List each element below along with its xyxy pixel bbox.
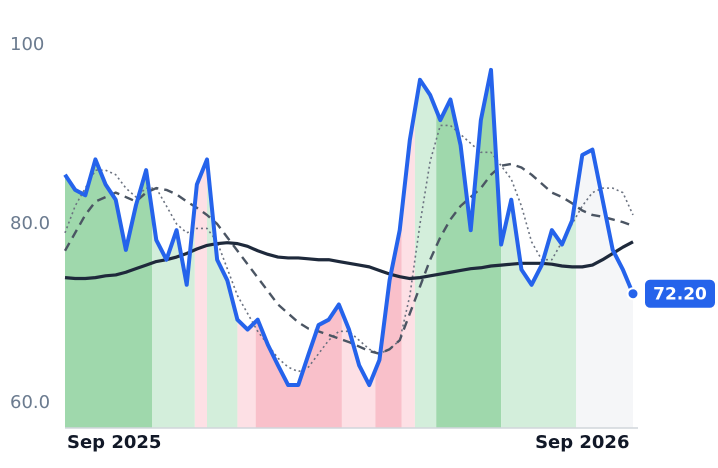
band — [375, 69, 402, 428]
band — [152, 69, 195, 428]
band — [414, 69, 437, 428]
line — [63, 162, 634, 355]
line — [63, 67, 635, 388]
bands — [65, 69, 633, 428]
value-label: 72.20 — [653, 285, 707, 305]
band — [207, 69, 238, 428]
y-tick-label: 80.0 — [10, 213, 50, 234]
y-tick-label: 60.0 — [10, 392, 50, 413]
band — [576, 69, 633, 428]
last-point — [626, 287, 640, 301]
band — [65, 69, 153, 428]
value-pill — [645, 279, 715, 308]
band — [501, 69, 577, 428]
band — [401, 69, 415, 428]
line — [64, 240, 634, 281]
x-tick-label: Sep 2025 — [67, 432, 161, 453]
y-tick-label: 100 — [10, 34, 44, 55]
x-tick-label: Sep 2026 — [535, 432, 629, 453]
band — [194, 69, 207, 428]
band — [237, 69, 256, 428]
band — [255, 69, 342, 428]
line — [64, 124, 634, 373]
